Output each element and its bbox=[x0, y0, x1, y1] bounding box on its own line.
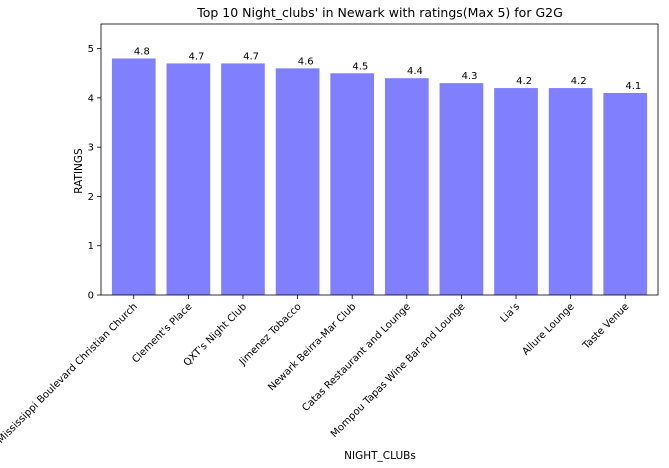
y-tick-label: 4 bbox=[88, 93, 94, 104]
data-label: 4.3 bbox=[462, 71, 478, 82]
y-tick-label: 3 bbox=[88, 143, 94, 154]
data-label: 4.4 bbox=[407, 66, 423, 77]
bar bbox=[221, 63, 265, 295]
data-label: 4.2 bbox=[516, 76, 532, 87]
bar bbox=[384, 78, 429, 295]
bar bbox=[166, 63, 211, 295]
plot-frame bbox=[100, 23, 659, 296]
y-tick-label: 0 bbox=[88, 291, 94, 302]
y-tick-label: 5 bbox=[88, 44, 94, 55]
y-axis-title: RATINGS bbox=[73, 148, 85, 194]
data-label: 4.5 bbox=[352, 61, 368, 72]
bar bbox=[494, 88, 538, 295]
bar bbox=[548, 88, 593, 295]
y-tick-label: 2 bbox=[88, 192, 94, 203]
x-tick-label: Newark Beirra-Mar Club bbox=[266, 301, 358, 393]
data-label: 4.7 bbox=[243, 51, 259, 62]
x-tick-label: Clement's Place bbox=[130, 301, 194, 365]
x-tick-label: Taste Venue bbox=[580, 301, 631, 352]
bar bbox=[439, 83, 484, 295]
x-axis-title: NIGHT_CLUBs bbox=[344, 450, 416, 462]
bar bbox=[275, 68, 320, 295]
data-label: 4.8 bbox=[134, 46, 150, 57]
data-label: 4.7 bbox=[189, 51, 205, 62]
bar bbox=[330, 73, 375, 296]
x-tick-label: Allure Lounge bbox=[520, 301, 576, 357]
bar bbox=[603, 92, 648, 295]
x-tick-label: Lia's bbox=[498, 301, 522, 325]
data-label: 4.2 bbox=[571, 76, 587, 87]
plot-area: 4.8 4.7 4.7 4.6 4.5 4.4 4.3 4.2 4.2 4.1 0 1 2 3 4 5 Miss… bbox=[0, 23, 659, 446]
chart-title: Top 10 Night_clubs' in Newark with ratin… bbox=[196, 5, 563, 20]
data-label: 4.6 bbox=[298, 56, 314, 67]
x-tick-label: Mississippi Boulevard Christian Church bbox=[0, 301, 140, 446]
x-tick-label: Catas Restaurant and Lounge bbox=[300, 301, 413, 414]
bar bbox=[111, 58, 156, 295]
y-tick-label: 1 bbox=[88, 241, 94, 252]
data-label: 4.1 bbox=[625, 81, 641, 92]
